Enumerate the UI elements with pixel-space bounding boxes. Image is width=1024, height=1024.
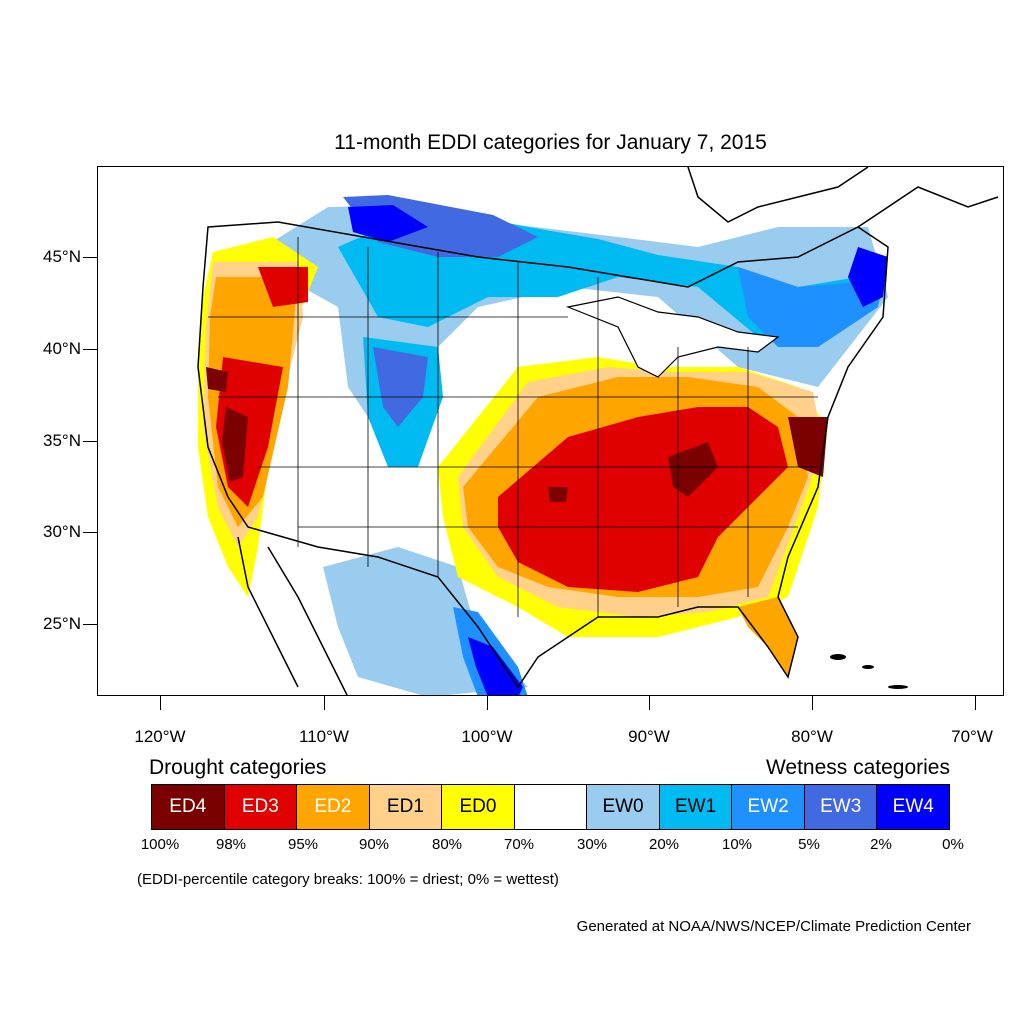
credit-line: Generated at NOAA/NWS/NCEP/Climate Predi… [576,918,971,935]
lat-tick-35 [83,441,97,442]
lat-tick-45 [83,257,97,258]
pct-label: 10% [721,836,753,853]
caribbean-islands [830,654,908,689]
wet-region-ew4-south-texas [468,637,523,695]
lon-label-90: 90°W [628,727,670,746]
legend-box-ed0: ED0 [442,785,515,829]
lon-label-120: 120°W [134,727,186,746]
legend-box-ew0: EW0 [587,785,660,829]
lat-label-45: 45°N [43,247,81,266]
east-canada-coast [857,186,999,228]
wetness-categories-heading: Wetness categories [765,756,950,779]
legend-box-ew2: EW2 [732,785,805,829]
pct-label: 70% [503,836,535,853]
pct-label: 95% [287,836,319,853]
wet-region-ew3-northeast [738,257,888,347]
legend-box-ew4: EW4 [877,785,950,829]
drought-ed3-central [498,407,788,592]
pct-label: 90% [358,836,390,853]
legend-box-neutral [514,785,588,829]
lon-tick-120 [160,696,161,710]
pct-label: 98% [215,836,247,853]
us-outline [197,221,889,689]
lon-label-70: 70°W [951,727,993,746]
lon-tick-70 [975,696,976,710]
lon-tick-80 [812,696,813,710]
legend-box-ew1: EW1 [659,785,733,829]
drought-ed4-nw-pocket [206,367,228,392]
drought-ed3-northwest [258,267,308,307]
lon-label-100: 100°W [461,727,513,746]
lat-label-30: 30°N [43,522,81,541]
legend-box-ew3: EW3 [804,785,878,829]
lat-label-40: 40°N [43,339,81,358]
map-title: 11-month EDDI categories for January 7, … [334,131,767,154]
pct-label: 100% [140,836,180,853]
wet-region-ew3-mountain [373,347,428,427]
lat-tick-25 [83,624,97,625]
pct-label: 2% [870,836,892,853]
drought-ed4-nc [548,487,568,502]
pct-label: 0% [942,836,964,853]
legend-box-ed3: ED3 [224,785,298,829]
pct-label: 80% [431,836,463,853]
pct-label: 5% [798,836,820,853]
lon-tick-90 [649,696,650,710]
wet-region-ew4-northeast [848,247,888,307]
legend-box-ed1: ED1 [369,785,443,829]
drought-ed4-west [222,407,248,482]
pct-label: 30% [576,836,608,853]
drought-ed4-central [668,442,718,497]
great-lakes [565,296,780,378]
category-note: (EDDI-percentile category breaks: 100% =… [137,871,559,888]
lon-tick-100 [487,696,488,710]
baja-outline [237,536,299,688]
canada-coast [687,167,869,223]
legend-box-ed4: ED4 [152,785,225,829]
pct-label: 20% [648,836,680,853]
wet-region-ew4-north [348,205,428,242]
drought-florida [738,597,798,677]
category-legend-bar: ED4 ED3 ED2 ED1 ED0 EW0 EW1 EW2 EW3 EW4 [151,784,950,830]
eddi-map [197,167,999,695]
map-panel [97,166,1004,696]
mexico-outline [267,546,348,695]
lat-label-35: 35°N [43,431,81,450]
drought-ed4-east [788,417,828,477]
lat-tick-40 [83,349,97,350]
state-boundaries [208,237,818,617]
lon-label-80: 80°W [791,727,833,746]
lon-tick-110 [324,696,325,710]
drought-categories-heading: Drought categories [149,756,327,779]
lon-label-110: 110°W [299,727,349,746]
lat-tick-30 [83,532,97,533]
lat-label-25: 25°N [43,614,81,633]
legend-box-ed2: ED2 [297,785,370,829]
